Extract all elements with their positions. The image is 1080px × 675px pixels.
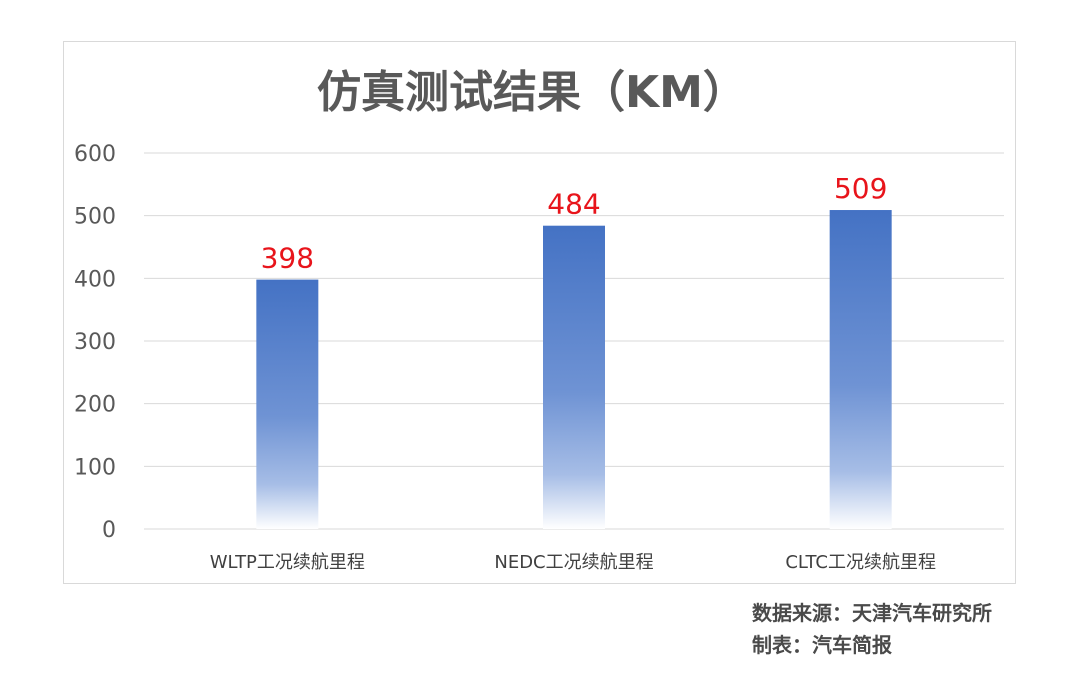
bar: [829, 210, 892, 529]
source-credit: 数据来源：天津汽车研究所: [752, 601, 992, 625]
chart-frame: 仿真测试结果（KM） 0 100 200 300 400 500 600 398 484 509…: [63, 41, 1016, 584]
maker-credit: 制表：汽车简报: [752, 633, 892, 657]
y-tick-label: 0: [102, 518, 116, 543]
x-category-label: CLTC工况续航里程: [785, 552, 936, 573]
y-tick-label: 100: [74, 455, 116, 480]
y-tick-label: 500: [74, 205, 116, 230]
chart-title: 仿真测试结果（KM）: [317, 67, 747, 118]
data-label: 509: [834, 172, 887, 205]
y-tick-label: 200: [74, 393, 116, 418]
x-axis-categories: WLTP工况续航里程 NEDC工况续航里程 CLTC工况续航里程: [210, 552, 936, 573]
bars: [256, 210, 892, 529]
data-label: 398: [261, 242, 314, 275]
y-axis-ticks: 0 100 200 300 400 500 600: [74, 142, 116, 543]
bar-chart: 仿真测试结果（KM） 0 100 200 300 400 500 600 398 484 509…: [74, 67, 1004, 573]
y-tick-label: 400: [74, 267, 116, 292]
footer-credits: 数据来源：天津汽车研究所 制表：汽车简报: [752, 597, 992, 661]
bar: [256, 279, 319, 529]
y-tick-label: 300: [74, 330, 116, 355]
x-category-label: NEDC工况续航里程: [494, 552, 653, 573]
bar: [543, 225, 605, 529]
data-labels: 398 484 509: [261, 172, 888, 275]
x-category-label: WLTP工况续航里程: [210, 552, 365, 573]
y-tick-label: 600: [74, 142, 116, 167]
data-label: 484: [547, 188, 600, 221]
